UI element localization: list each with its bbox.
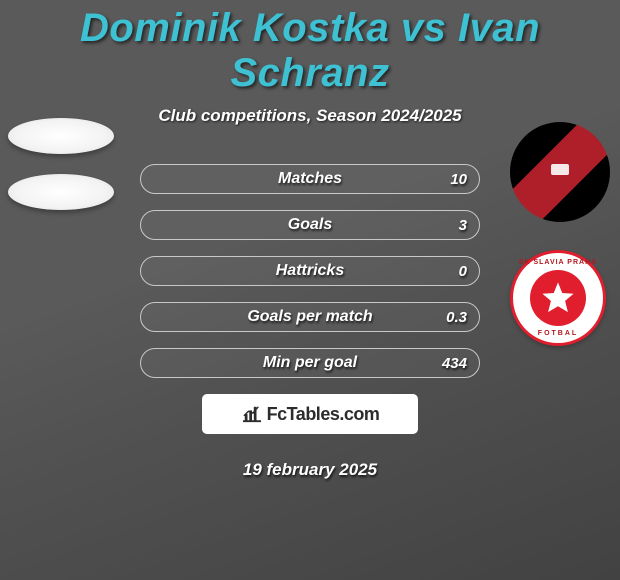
stat-row: Hattricks 0	[140, 256, 480, 286]
stat-value-right: 10	[450, 165, 467, 193]
stat-label: Matches	[141, 165, 479, 193]
stat-label: Goals per match	[141, 303, 479, 331]
stat-row: Matches 10	[140, 164, 480, 194]
stat-label: Goals	[141, 211, 479, 239]
left-player-avatar-placeholder	[8, 118, 114, 154]
stat-value-right: 0	[459, 257, 467, 285]
branding-box: FcTables.com	[202, 394, 418, 434]
stat-label: Min per goal	[141, 349, 479, 377]
branding-text: FcTables.com	[267, 404, 380, 425]
stat-row: Min per goal 434	[140, 348, 480, 378]
stat-label: Hattricks	[141, 257, 479, 285]
stat-row: Goals per match 0.3	[140, 302, 480, 332]
comparison-title: Dominik Kostka vs Ivan Schranz	[0, 0, 620, 96]
stats-container: Matches 10 Goals 3 Hattricks 0 Goals per…	[0, 164, 620, 378]
stat-value-right: 3	[459, 211, 467, 239]
bar-chart-icon	[241, 405, 263, 423]
footer-date: 19 february 2025	[0, 460, 620, 480]
stat-value-right: 434	[442, 349, 467, 377]
stat-value-right: 0.3	[446, 303, 467, 331]
stat-row: Goals 3	[140, 210, 480, 240]
